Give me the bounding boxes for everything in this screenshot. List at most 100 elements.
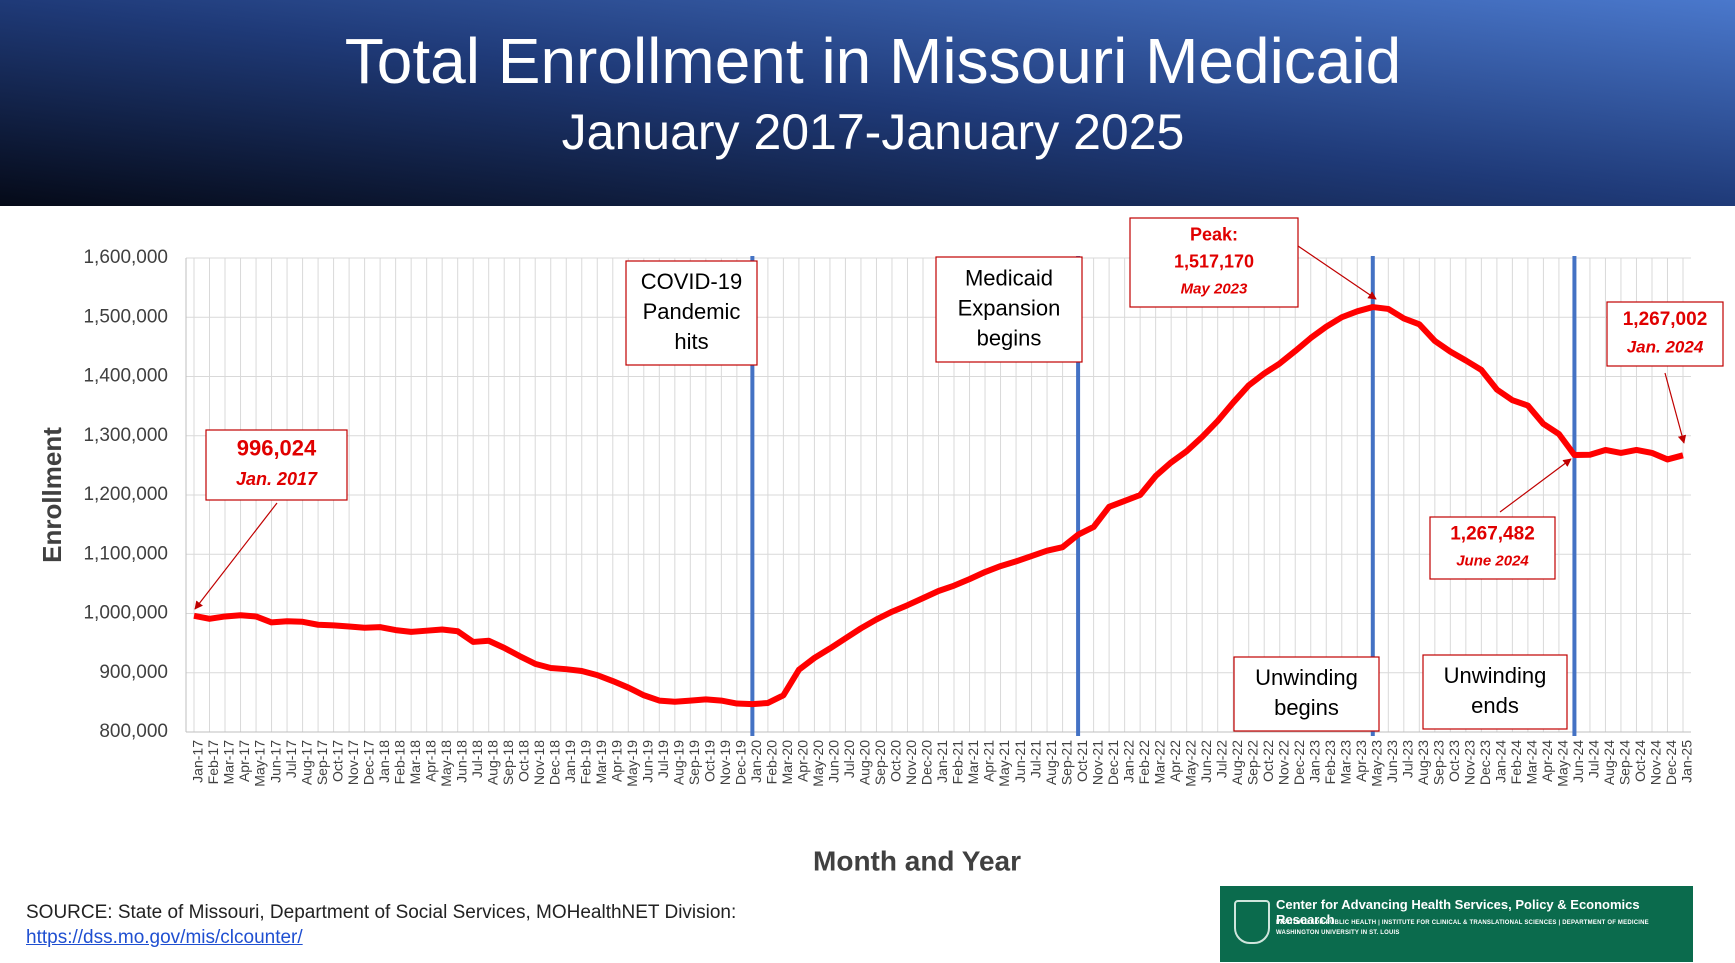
event-box	[1233, 656, 1380, 732]
x-tick-label: Aug-17	[298, 740, 314, 785]
x-tick-label: Jul-17	[283, 740, 299, 778]
annotation-arrow	[194, 502, 278, 610]
chart-title: Total Enrollment in Missouri Medicaid	[345, 25, 1401, 97]
x-tick-label: Nov-17	[345, 740, 361, 785]
annotation-label: 996,024	[237, 436, 317, 461]
x-tick-label: Oct-24	[1632, 740, 1648, 782]
x-tick-label: May-23	[1368, 740, 1384, 787]
x-tick-label: Jul-21	[1027, 740, 1043, 778]
annotation-arrow	[1499, 458, 1572, 513]
x-tick-label: Jun-17	[267, 740, 283, 783]
x-tick-label: Jun-18	[453, 740, 469, 783]
x-tick-label: Jun-22	[1198, 740, 1214, 783]
y-tick-label: 1,100,000	[83, 543, 168, 564]
event-label: ends	[1471, 693, 1519, 718]
annotation-box	[1129, 217, 1299, 308]
x-tick-label: Apr-22	[1167, 740, 1183, 782]
y-tick-label: 800,000	[99, 721, 168, 742]
annotation-label: 1,267,482	[1450, 524, 1535, 545]
y-axis-label: Enrollment	[37, 427, 67, 563]
x-tick-label: Jul-24	[1586, 740, 1602, 778]
x-tick-label: Jul-19	[655, 740, 671, 778]
x-tick-label: Aug-21	[1043, 740, 1059, 785]
x-tick-label: Aug-19	[671, 740, 687, 785]
x-tick-label: Aug-18	[484, 740, 500, 785]
x-tick-label: Feb-21	[950, 740, 966, 785]
x-tick-label: Feb-19	[577, 740, 593, 785]
x-tick-label: Jun-24	[1570, 740, 1586, 783]
x-tick-label: May-19	[624, 740, 640, 787]
x-tick-label: Nov-23	[1462, 740, 1478, 785]
x-tick-label: Oct-17	[329, 740, 345, 782]
y-tick-label: 900,000	[99, 662, 168, 683]
x-tick-label: Feb-18	[391, 740, 407, 785]
y-tick-label: 1,400,000	[83, 366, 168, 387]
annotation-arrow	[1297, 245, 1377, 300]
x-tick-label: Jun-21	[1012, 740, 1028, 783]
x-tick-label: Feb-20	[764, 740, 780, 785]
x-tick-label: Jun-20	[826, 740, 842, 783]
logo: Center for Advancing Health Services, Po…	[1220, 886, 1693, 962]
logo-title: Center for Advancing Health Services, Po…	[1276, 897, 1640, 927]
x-tick-label: May-17	[252, 740, 268, 787]
x-tick-label: Feb-22	[1136, 740, 1152, 785]
source-link[interactable]: https://dss.mo.gov/mis/clcounter/	[26, 927, 303, 948]
x-tick-label: Jul-20	[841, 740, 857, 778]
x-tick-label: Mar-20	[779, 740, 795, 785]
annotation-box	[1429, 516, 1556, 580]
chart: Total Enrollment in Missouri Medicaid Ja…	[0, 0, 1735, 876]
x-tick-label: Oct-18	[515, 740, 531, 782]
x-tick-label: May-21	[996, 740, 1012, 787]
x-tick-label: Jul-23	[1400, 740, 1416, 778]
x-tick-label: Mar-19	[593, 740, 609, 785]
x-tick-label: Jan-24	[1493, 740, 1509, 783]
x-tick-label: Jan-22	[1120, 740, 1136, 783]
x-tick-label: Jan-18	[376, 740, 392, 783]
x-tick-label: Jan-19	[562, 740, 578, 783]
x-tick-label: Dec-23	[1477, 740, 1493, 785]
annotation-label: Jan. 2024	[1627, 337, 1704, 356]
annotation-label: Jan. 2017	[236, 469, 318, 489]
x-tick-label: Jul-22	[1213, 740, 1229, 778]
x-tick-label: Nov-22	[1275, 740, 1291, 785]
y-tick-label: 1,500,000	[83, 306, 168, 327]
annotation-label: 1,517,170	[1174, 251, 1254, 271]
x-tick-label: Nov-18	[531, 740, 547, 785]
x-tick-label: Apr-23	[1353, 740, 1369, 782]
source-note: SOURCE: State of Missouri, Department of…	[26, 900, 736, 950]
x-tick-label: Oct-20	[888, 740, 904, 782]
x-tick-label: Apr-17	[236, 740, 252, 782]
x-tick-label: Feb-24	[1508, 740, 1524, 785]
x-tick-label: May-18	[438, 740, 454, 787]
x-tick-label: Jan-23	[1306, 740, 1322, 783]
event-box	[625, 260, 758, 366]
annotation-label: Peak:	[1190, 224, 1238, 244]
x-tick-label: Sep-22	[1244, 740, 1260, 785]
x-tick-label: Jan-21	[934, 740, 950, 783]
x-tick-label: Apr-21	[981, 740, 997, 782]
event-box	[1422, 654, 1568, 730]
logo-subtitle: INSTITUTE FOR PUBLIC HEALTH | INSTITUTE …	[1276, 920, 1649, 926]
event-label: COVID-19	[641, 269, 742, 294]
x-tick-label: Sep-21	[1058, 740, 1074, 785]
event-label: begins	[1274, 695, 1339, 720]
y-tick-label: 1,200,000	[83, 484, 168, 505]
event-label: Unwinding	[1444, 663, 1547, 688]
logo-subtitle: WASHINGTON UNIVERSITY IN ST. LOUIS	[1276, 930, 1400, 936]
x-tick-label: Dec-20	[919, 740, 935, 785]
x-tick-label: Oct-21	[1074, 740, 1090, 782]
x-tick-label: Apr-19	[608, 740, 624, 782]
annotation-label: June 2024	[1456, 552, 1529, 569]
x-tick-label: Nov-19	[717, 740, 733, 785]
x-tick-label: Nov-21	[1089, 740, 1105, 785]
x-tick-label: Dec-17	[360, 740, 376, 785]
y-tick-label: 1,000,000	[83, 603, 168, 624]
event-label: begins	[977, 325, 1042, 350]
annotation-label: May 2023	[1181, 280, 1248, 297]
header-band	[0, 0, 1735, 206]
x-tick-label: Sep-18	[500, 740, 516, 785]
x-tick-label: Mar-22	[1151, 740, 1167, 785]
x-tick-label: Nov-20	[903, 740, 919, 785]
x-tick-label: Mar-18	[407, 740, 423, 785]
x-tick-label: Dec-22	[1291, 740, 1307, 785]
